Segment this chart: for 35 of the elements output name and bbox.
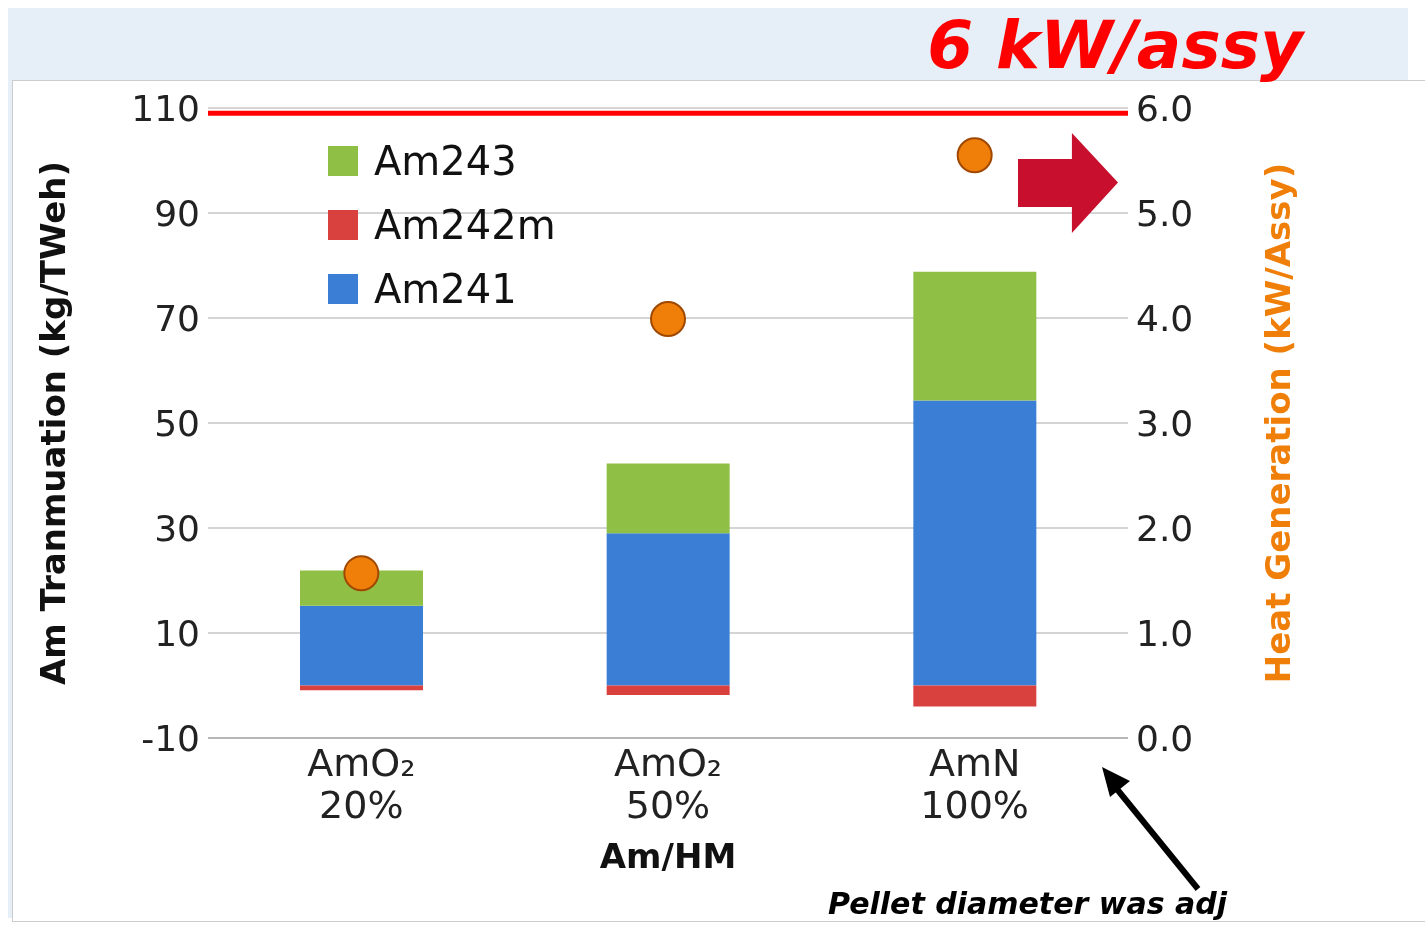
y2-axis-title: Heat Generation (kW/Assy) bbox=[1258, 162, 1299, 684]
y-tick-label: 50 bbox=[154, 402, 200, 444]
y-axis-title: Am Tranmuation (kg/TWeh) bbox=[33, 160, 74, 686]
legend-label: Am242m bbox=[373, 202, 556, 248]
x-axis-title: Am/HM bbox=[599, 836, 737, 876]
legend-label: Am243 bbox=[373, 138, 518, 184]
y-tick-label: 70 bbox=[154, 297, 200, 339]
y2-tick-label: 3.0 bbox=[1136, 402, 1194, 444]
bar bbox=[300, 605, 423, 686]
y2-tick-label: 4.0 bbox=[1136, 297, 1194, 339]
text: Pellet diameter was adj bbox=[828, 886, 1228, 921]
bar bbox=[913, 685, 1037, 707]
y-tick-label: 110 bbox=[131, 87, 200, 129]
bar bbox=[913, 271, 1037, 401]
y2-tick-label: 6.0 bbox=[1136, 87, 1194, 129]
point bbox=[956, 137, 993, 174]
y2-tick-label: 0.0 bbox=[1136, 717, 1194, 759]
y2-tick-label: 1.0 bbox=[1136, 612, 1194, 654]
bar bbox=[606, 685, 730, 695]
bar bbox=[606, 463, 730, 534]
ref-line-label: 6 kW/assy bbox=[927, 7, 1306, 85]
y-tick-label: 30 bbox=[154, 507, 200, 549]
x-tick-label: AmN 100% bbox=[920, 741, 1029, 827]
y-tick-label: -10 bbox=[141, 717, 200, 759]
x-tick-label: AmO₂ 50% bbox=[613, 741, 723, 827]
bar bbox=[606, 533, 730, 686]
bar bbox=[913, 400, 1037, 686]
y-tick-label: 90 bbox=[154, 192, 200, 234]
legend-label: Am241 bbox=[373, 266, 518, 312]
y2-tick-label: 2.0 bbox=[1136, 507, 1194, 549]
y2-tick-label: 5.0 bbox=[1136, 192, 1194, 234]
x-tick-label: AmO₂ 20% bbox=[307, 741, 416, 827]
point bbox=[650, 301, 686, 338]
y-tick-label: 10 bbox=[154, 612, 200, 654]
point bbox=[343, 555, 380, 592]
